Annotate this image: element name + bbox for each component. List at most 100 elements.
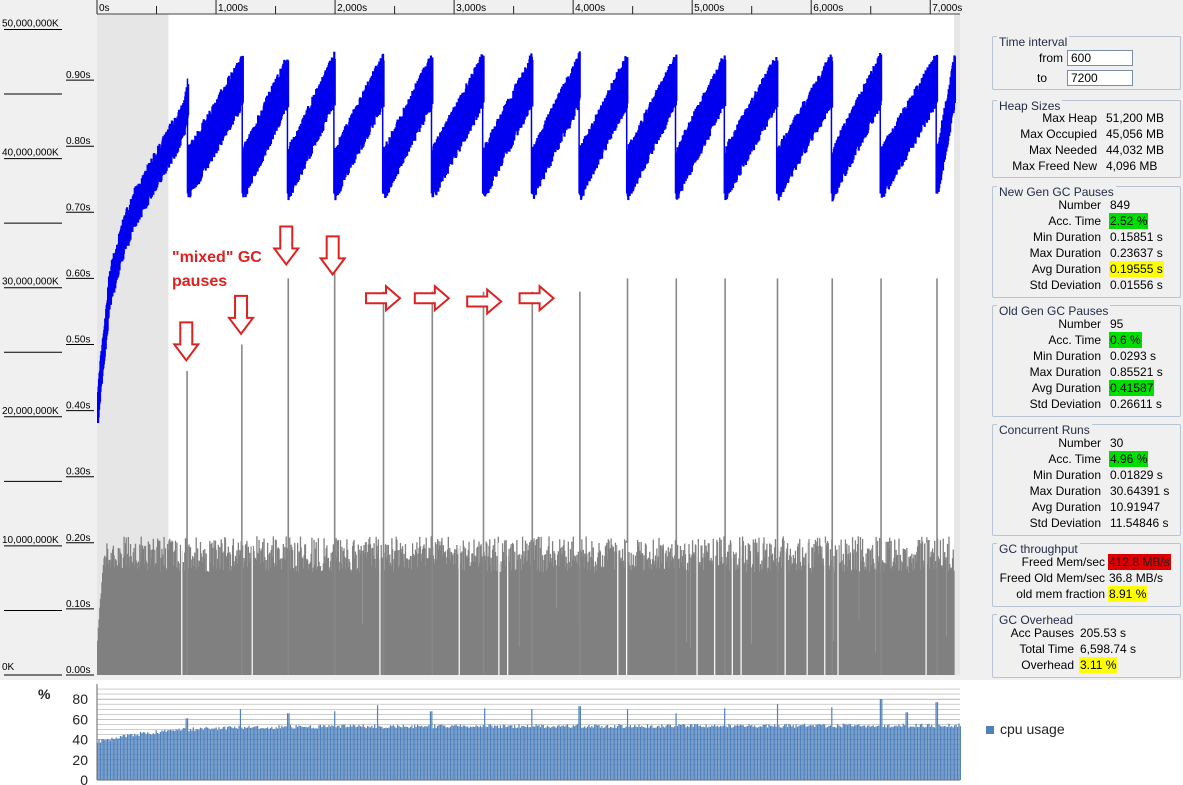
gc-pause-bar [797, 543, 799, 675]
gc-pause-bar [767, 567, 769, 675]
gc-pause-bar [644, 543, 647, 675]
cpu-bar [459, 724, 462, 780]
cpu-bar [656, 726, 659, 780]
cpu-bar [571, 727, 573, 780]
cpu-bar [375, 727, 377, 780]
gc-pause-bar [734, 570, 737, 675]
gc-pause-bar [894, 539, 896, 675]
gc-pause-bar [225, 557, 227, 675]
gc-pause-bar [182, 562, 185, 675]
gc-pause-bar [504, 566, 507, 675]
gc-pause-bar [646, 559, 648, 675]
stat-label: Std Deviation [1029, 278, 1101, 292]
cpu-bar [361, 726, 363, 780]
gc-pause-bar [621, 548, 624, 675]
to-input[interactable] [1067, 70, 1133, 86]
new-gen-title: New Gen GC Pauses [997, 185, 1116, 199]
heap-cycle-segment [578, 51, 581, 98]
gc-pause-bar [414, 555, 416, 675]
cpu-bar [548, 726, 550, 780]
heap-axis-label: 50,000,000K [2, 18, 59, 29]
shaded-after-interval [954, 14, 960, 675]
gc-pause-bar [185, 539, 187, 675]
gc-pause-bar [423, 544, 425, 675]
gc-pause-bar [751, 564, 754, 675]
cpu-y-tick-label: 60 [72, 711, 88, 727]
cpu-bar [668, 724, 670, 780]
cpu-bar [144, 732, 146, 780]
stat-label: Std Deviation [1029, 397, 1101, 411]
cpu-bar [616, 725, 619, 780]
pause-axis-label: 0.90s [66, 70, 90, 81]
gc-pause-bar [785, 554, 787, 675]
gc-pause-bar [173, 552, 175, 675]
gc-pause-bar [157, 541, 160, 675]
x-tick-label: 3,000s [456, 3, 486, 14]
concurrent-runs-panel: Concurrent Runs Number 30 Acc. Time 4.96 % Mi… [992, 423, 1181, 536]
cpu-bar [799, 725, 801, 780]
gc-pause-bar [166, 570, 168, 675]
gc-pause-bar [204, 549, 206, 675]
gc-pause-bar [167, 550, 170, 675]
gc-pause-bar [712, 538, 714, 675]
gc-pause-bar [329, 567, 331, 675]
gc-pause-bar [421, 549, 424, 675]
gc-pause-bar [499, 571, 502, 675]
cpu-bar [455, 724, 457, 780]
gc-pause-bar [349, 569, 352, 675]
gc-pause-bar [234, 555, 237, 675]
cpu-bar [421, 725, 423, 780]
gc-pause-bar [512, 544, 514, 675]
gc-pause-bar [551, 541, 554, 675]
gc-pause-bar [153, 565, 155, 675]
gc-pause-bar [685, 641, 687, 675]
gc-pause-bar [229, 554, 232, 675]
gc-pause-bar [576, 564, 579, 675]
gc-pause-bar [270, 549, 272, 675]
gc-pause-bar [847, 554, 849, 675]
gc-pause-bar [296, 565, 298, 675]
gc-pause-bar [725, 564, 727, 675]
cpu-bar [222, 726, 224, 780]
gc-pause-bar [752, 539, 754, 675]
gc-pause-bar [878, 556, 880, 675]
gc-pause-bar [272, 536, 274, 675]
cpu-bar [179, 730, 182, 780]
gc-pause-bar [539, 547, 542, 675]
gc-pause-bar [704, 557, 707, 675]
cpu-bar [376, 705, 379, 780]
gc-pause-bar [439, 550, 442, 675]
cpu-bar [682, 723, 684, 780]
cpu-bar [769, 725, 771, 780]
gc-pause-bar [905, 569, 907, 675]
gc-pause-bar [223, 551, 225, 675]
gc-pause-bar [820, 554, 822, 675]
gc-pause-bar [716, 539, 718, 675]
cpu-bar [574, 726, 576, 780]
gc-pause-bar [453, 553, 455, 675]
down-arrow-annotation [172, 321, 201, 362]
gc-pause-bar [476, 546, 479, 675]
gc-pause-bar [539, 571, 541, 675]
cpu-bar [586, 726, 589, 780]
gc-pause-bar [174, 540, 177, 675]
gc-pause-bar [602, 567, 604, 675]
from-input[interactable] [1067, 50, 1133, 66]
gc-pause-bar [422, 546, 424, 675]
gc-pause-bar [491, 549, 494, 675]
gc-pause-bar [835, 549, 837, 675]
gc-pause-bar [599, 551, 602, 675]
gc-pause-bar [766, 543, 768, 675]
gc-pause-bar [697, 539, 699, 675]
gc-pause-bar [206, 571, 208, 675]
cpu-bar [469, 726, 472, 780]
cpu-bar [359, 726, 362, 780]
gc-pause-bar [154, 564, 157, 675]
cpu-bar [449, 726, 452, 780]
cpu-bar [622, 727, 624, 780]
gc-pause-bar [747, 543, 749, 675]
gc-pause-bar [686, 569, 688, 675]
cpu-bar [308, 726, 310, 780]
cpu-bar [818, 723, 820, 780]
gc-main-chart: 0s 1,000s 2,000s 3,000s 4,000s 5,000s 6,000s 7,… [2, 0, 962, 676]
